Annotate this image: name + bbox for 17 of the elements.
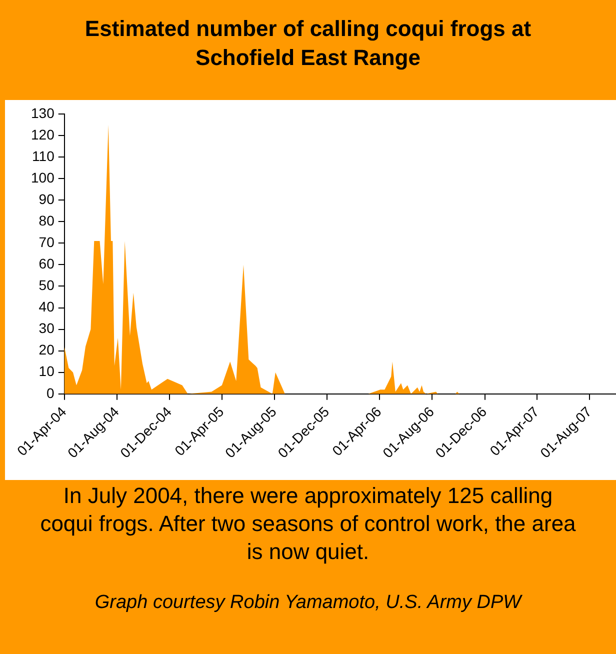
y-tick-label: 130	[31, 104, 55, 121]
y-tick-label: 40	[38, 298, 55, 315]
text: Graph courtesy Robin Yamamoto, U.S. Army DPW	[94, 592, 524, 614]
y-tick-label: 10	[38, 363, 55, 380]
y-tick-label: 50	[38, 277, 55, 294]
y-tick-label: 90	[38, 190, 55, 207]
y-tick-label: 0	[46, 384, 55, 401]
y-tick-label: 30	[38, 320, 55, 336]
y-tick-label: 80	[38, 212, 55, 229]
y-tick-label: 70	[38, 234, 55, 250]
y-tick-label: 110	[32, 148, 55, 164]
text: In July 2004, there were approximately 125 calling coqui frogs. After two seasons of control work, the area is now quiet.	[40, 482, 576, 566]
y-tick-label: 100	[31, 169, 55, 186]
y-tick-label: 120	[31, 126, 55, 142]
y-tick-label: 20	[38, 342, 55, 358]
y-tick-label: 60	[38, 256, 55, 272]
chart-title: Estimated number of calling coqui frogs at Schofield East Range	[84, 15, 532, 72]
